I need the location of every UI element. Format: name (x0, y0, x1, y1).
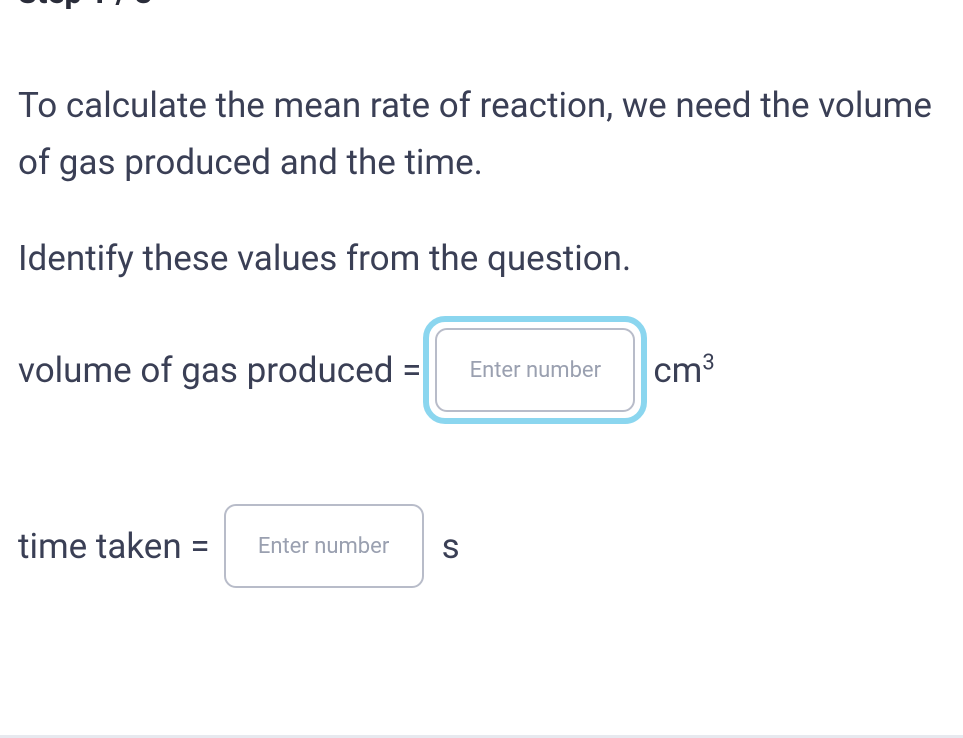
time-input[interactable] (224, 504, 424, 588)
volume-unit: cm3 (653, 350, 714, 391)
volume-field-row: volume of gas produced = cm3 (18, 328, 945, 412)
intro-paragraph: To calculate the mean rate of reaction, … (18, 78, 945, 191)
volume-unit-base: cm (653, 350, 702, 391)
volume-label: volume of gas produced = (18, 350, 421, 391)
time-field-row: time taken = s (18, 504, 945, 588)
step-indicator: Step 1 / 3 (18, 0, 153, 11)
volume-input[interactable] (435, 328, 635, 412)
time-input-wrap (224, 504, 424, 588)
time-unit: s (442, 526, 460, 567)
volume-input-wrap (435, 328, 635, 412)
time-label: time taken = (18, 526, 210, 567)
question-content: To calculate the mean rate of reaction, … (18, 0, 945, 588)
volume-unit-exp: 3 (702, 350, 714, 375)
instruction-paragraph: Identify these values from the question. (18, 231, 945, 288)
